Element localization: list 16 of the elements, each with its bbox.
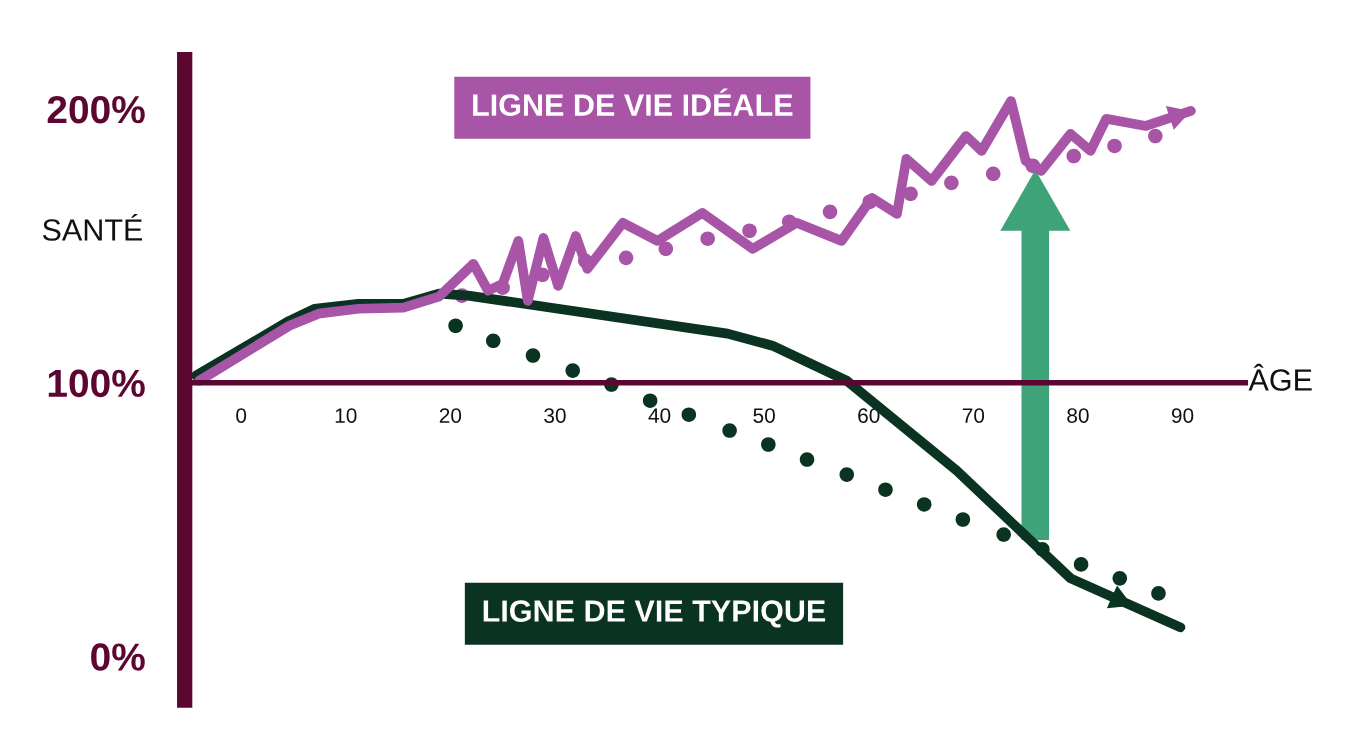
y-tick-label: 100% — [48, 369, 145, 398]
x-tick-label: 80 — [1067, 408, 1089, 423]
x-tick-label: 30 — [544, 408, 566, 423]
x-tick-label: 10 — [335, 408, 357, 423]
x-tick-label: 0 — [236, 408, 247, 423]
x-tick-label: 70 — [962, 408, 985, 423]
y-tick-label: 200% — [47, 95, 145, 124]
text: LIGNE DE VIE IDÉALE — [473, 88, 793, 116]
y-axis-title: SANTÉ — [42, 214, 143, 241]
x-tick-label: 20 — [439, 408, 462, 423]
text: LIGNE DE VIE TYPIQUE — [483, 600, 826, 628]
x-tick-label: 90 — [1171, 408, 1194, 423]
y-tick-label: 0% — [91, 643, 145, 671]
x-tick-label: 40 — [648, 408, 671, 423]
x-axis-title: ÂGE — [1248, 363, 1312, 391]
x-tick-label: 50 — [753, 408, 775, 423]
